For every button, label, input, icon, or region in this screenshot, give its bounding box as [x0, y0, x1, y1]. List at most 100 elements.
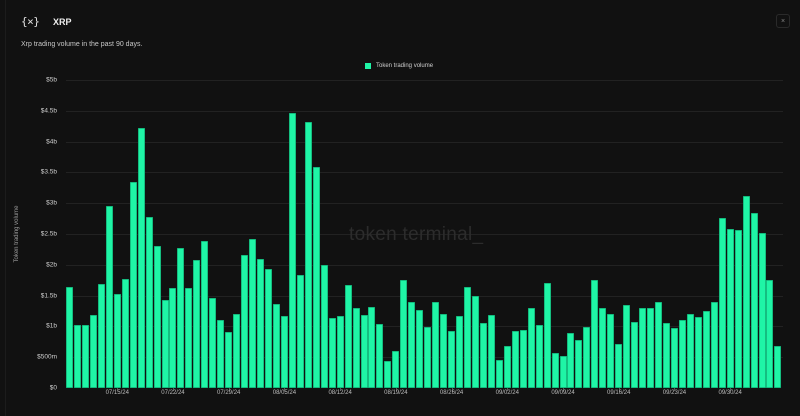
volume-bar[interactable]	[105, 206, 113, 388]
volume-bar[interactable]	[678, 320, 686, 388]
volume-bar[interactable]	[742, 195, 750, 388]
volume-bar[interactable]	[225, 331, 233, 388]
volume-bar[interactable]	[400, 280, 408, 388]
volume-bar[interactable]	[312, 166, 320, 388]
watermark: token terminal_	[349, 224, 484, 245]
volume-bar[interactable]	[153, 245, 161, 388]
volume-bar[interactable]	[360, 315, 368, 388]
volume-bar[interactable]	[177, 248, 185, 388]
volume-bar[interactable]	[89, 315, 97, 388]
volume-bar[interactable]	[479, 322, 487, 388]
volume-bar[interactable]	[161, 299, 169, 388]
volume-bar[interactable]	[145, 216, 153, 388]
y-tick-label: $2b	[46, 261, 57, 269]
volume-bar[interactable]	[296, 275, 304, 388]
volume-bar[interactable]	[66, 286, 73, 388]
volume-bar[interactable]	[121, 278, 129, 388]
volume-bar[interactable]	[384, 360, 392, 388]
volume-bar[interactable]	[718, 217, 726, 388]
volume-bar[interactable]	[567, 333, 575, 388]
volume-bar[interactable]	[599, 307, 607, 388]
x-tick-mark	[451, 388, 453, 391]
volume-bar[interactable]	[193, 259, 201, 388]
volume-bar[interactable]	[288, 113, 296, 388]
volume-bar[interactable]	[408, 301, 416, 388]
volume-bar[interactable]	[209, 298, 217, 388]
volume-bar[interactable]	[686, 314, 694, 388]
volume-bar[interactable]	[607, 314, 615, 388]
volume-bar[interactable]	[169, 288, 177, 388]
volume-bar[interactable]	[535, 325, 543, 388]
volume-bar[interactable]	[352, 307, 360, 388]
volume-bar[interactable]	[663, 322, 670, 388]
volume-bar[interactable]	[249, 238, 257, 388]
volume-bar[interactable]	[631, 322, 639, 388]
volume-bar[interactable]	[670, 328, 678, 388]
volume-bar[interactable]	[328, 317, 336, 388]
volume-bar[interactable]	[217, 320, 225, 388]
volume-bar[interactable]	[647, 307, 655, 388]
volume-bar[interactable]	[320, 264, 328, 388]
x-tick-label: 07/15/24	[105, 390, 129, 396]
volume-bar[interactable]	[280, 315, 288, 388]
volume-bar[interactable]	[448, 330, 456, 388]
volume-bar[interactable]	[702, 311, 710, 388]
volume-bar[interactable]	[694, 317, 702, 388]
volume-bar[interactable]	[257, 259, 265, 388]
volume-bar[interactable]	[511, 330, 519, 388]
volume-bar[interactable]	[344, 285, 352, 388]
volume-bar[interactable]	[575, 339, 583, 388]
volume-bar[interactable]	[97, 283, 105, 388]
x-tick-label: 09/30/24	[718, 390, 742, 396]
volume-bar[interactable]	[392, 351, 400, 388]
volume-bar[interactable]	[416, 309, 424, 388]
volume-bar[interactable]	[734, 230, 742, 388]
chart-subtitle: Xrp trading volume in the past 90 days.	[21, 41, 143, 48]
volume-bar[interactable]	[766, 280, 774, 388]
volume-bar[interactable]	[527, 307, 535, 388]
volume-bar[interactable]	[424, 327, 432, 388]
volume-bar[interactable]	[304, 121, 312, 388]
volume-bar[interactable]	[464, 286, 471, 388]
volume-bar[interactable]	[233, 314, 241, 388]
volume-bar[interactable]	[623, 304, 631, 388]
volume-bar[interactable]	[241, 254, 249, 388]
volume-bar[interactable]	[81, 325, 89, 388]
volume-bar[interactable]	[503, 346, 511, 388]
volume-bar[interactable]	[113, 293, 121, 388]
volume-bar[interactable]	[583, 327, 591, 388]
volume-bar[interactable]	[639, 307, 647, 388]
volume-bar[interactable]	[655, 301, 663, 388]
volume-bar[interactable]	[137, 128, 145, 388]
volume-bar[interactable]	[487, 315, 495, 388]
volume-bar[interactable]	[774, 346, 782, 388]
volume-bar[interactable]	[456, 315, 464, 388]
volume-bar[interactable]	[710, 301, 718, 388]
volume-bar[interactable]	[519, 330, 527, 388]
volume-bar[interactable]	[543, 283, 551, 388]
volume-bar[interactable]	[201, 240, 209, 388]
volume-bar[interactable]	[750, 213, 758, 388]
x-tick-mark	[284, 388, 286, 391]
volume-bar[interactable]	[591, 280, 599, 388]
volume-bar[interactable]	[368, 307, 376, 388]
volume-bar[interactable]	[440, 314, 448, 388]
volume-bar[interactable]	[185, 288, 193, 388]
x-tick-mark	[618, 388, 620, 391]
volume-bar[interactable]	[432, 301, 440, 388]
volume-bar[interactable]	[129, 182, 137, 388]
volume-bar[interactable]	[73, 325, 81, 388]
volume-bar[interactable]	[265, 269, 272, 388]
close-button[interactable]: ×	[776, 14, 790, 28]
chart-legend[interactable]: Token trading volume	[365, 63, 433, 69]
volume-bar[interactable]	[559, 355, 567, 388]
volume-bar[interactable]	[726, 229, 734, 388]
volume-bar[interactable]	[272, 304, 280, 388]
volume-bar[interactable]	[471, 296, 479, 388]
volume-bar[interactable]	[758, 232, 766, 388]
volume-bar[interactable]	[551, 352, 559, 388]
volume-bar[interactable]	[336, 315, 344, 388]
volume-bar[interactable]	[615, 344, 623, 388]
volume-bar[interactable]	[376, 323, 384, 388]
volume-bar[interactable]	[495, 360, 503, 388]
